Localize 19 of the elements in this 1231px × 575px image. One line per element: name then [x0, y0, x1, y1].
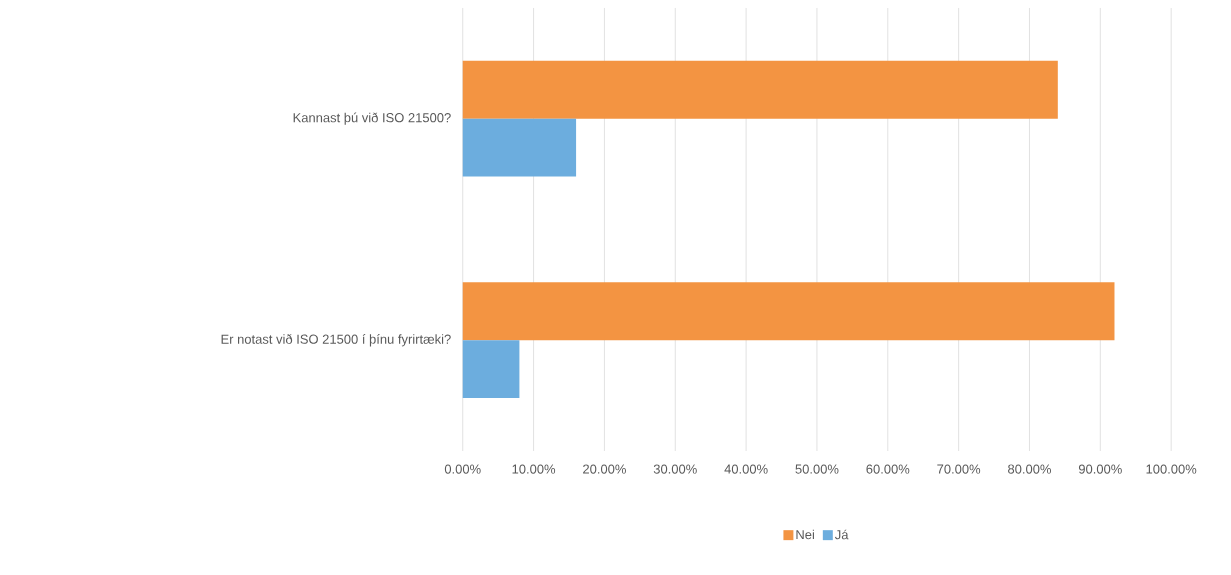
x-tick-label: 80.00% [1008, 464, 1051, 474]
x-tick-label: 40.00% [724, 464, 768, 474]
bar [462, 61, 1058, 119]
y-tick-label: Er notast við ISO 21500 í þínu fyrirtæki? [221, 334, 451, 347]
x-tick-label: 100.00% [1146, 464, 1197, 474]
x-tick-label: 10.00% [512, 464, 556, 474]
x-tick-label: 30.00% [653, 464, 697, 474]
legend-label: Já [834, 529, 849, 540]
y-tick-label: Kannast þú við ISO 21500? [293, 112, 451, 126]
legend-label: Nei [796, 529, 814, 540]
x-tick-label: 50.00% [795, 464, 839, 474]
x-tick-label: 0.00% [444, 464, 481, 474]
x-tick-label: 20.00% [583, 464, 626, 474]
x-tick-label: 60.00% [866, 464, 910, 474]
bar [462, 340, 520, 399]
x-tick-label: 90.00% [1078, 464, 1122, 474]
bar [462, 282, 1115, 341]
bar [462, 118, 577, 177]
x-tick-label: 70.00% [937, 464, 981, 474]
